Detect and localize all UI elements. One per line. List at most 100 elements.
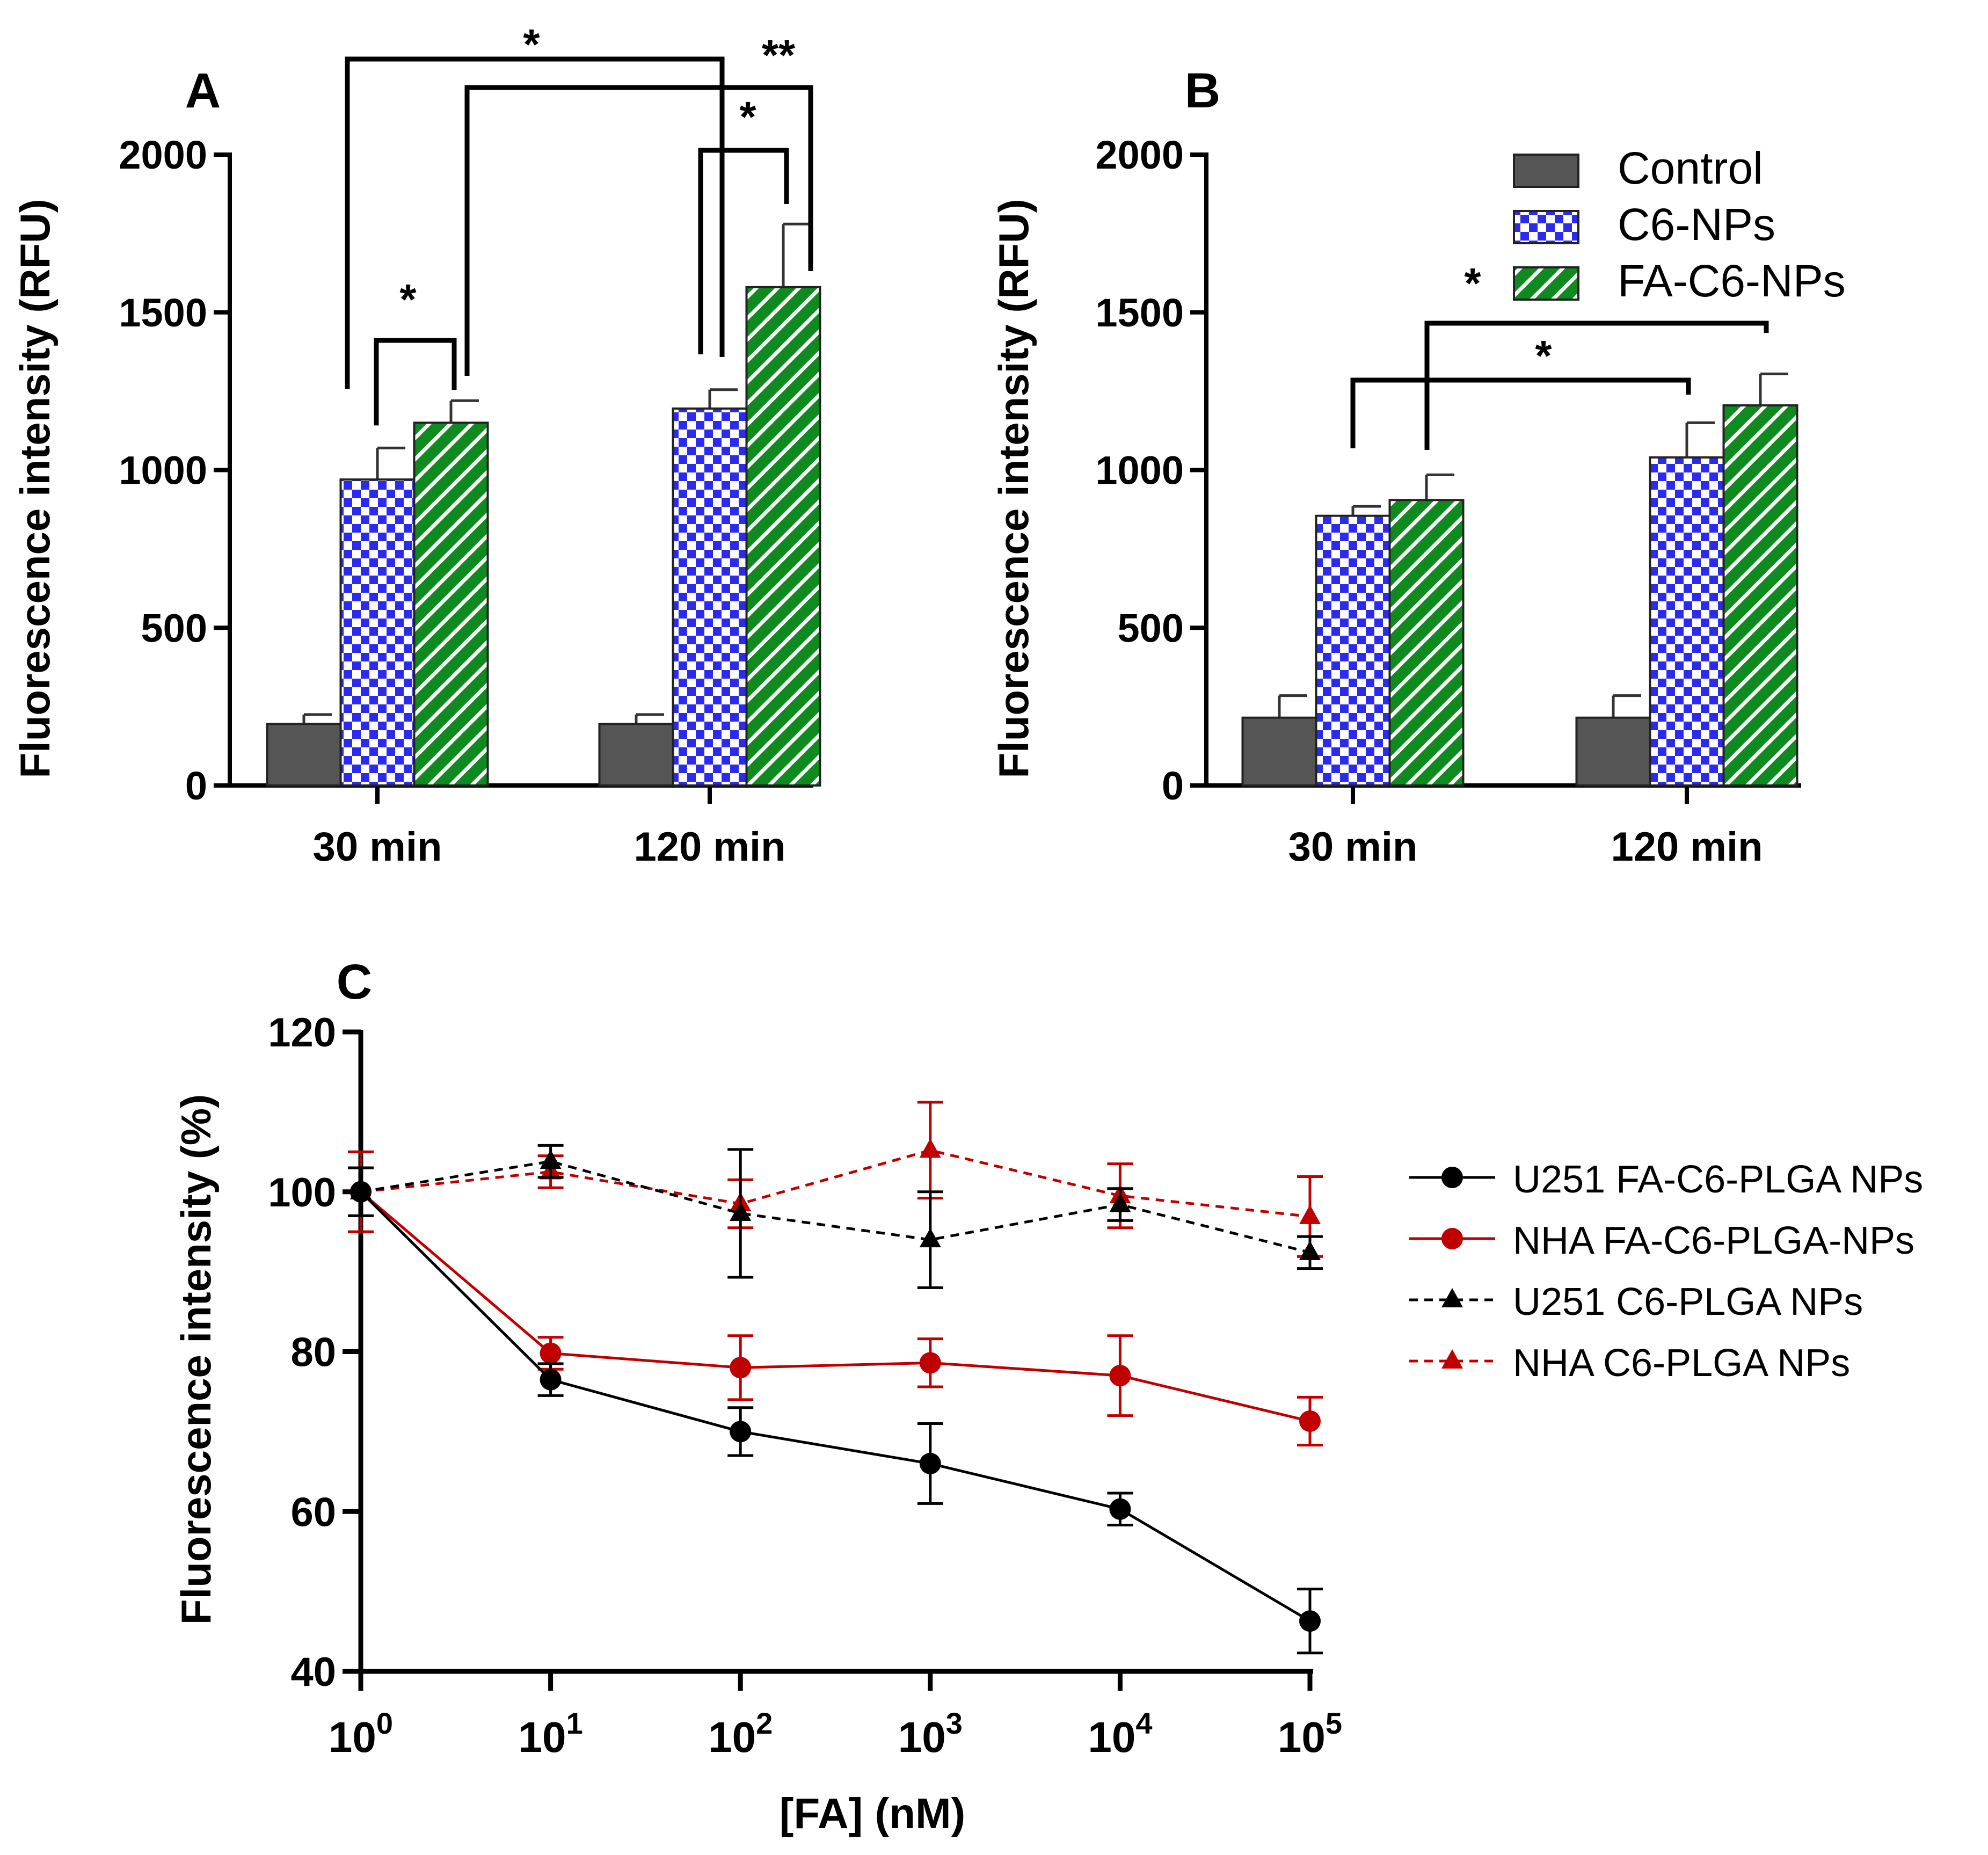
legend-swatch <box>1513 154 1579 188</box>
panel-c: C Fluorescence intensity (%) [FA] (nM) 4… <box>172 955 1923 1837</box>
bar-control <box>1241 716 1317 787</box>
x-tick-label: 103 <box>898 1706 963 1761</box>
panel-b: B Fluorescence intensity (RFU) 0 500 1000 1… <box>990 63 1846 870</box>
legend-label: U251 FA-C6-PLGA NPs <box>1513 1158 1923 1201</box>
legend-swatch <box>1513 210 1579 244</box>
legend-swatch <box>1513 266 1579 301</box>
y-tick-label: 80 <box>290 1330 336 1376</box>
y-tick-label: 120 <box>268 1010 336 1056</box>
legend-label: U251 C6-PLGA NPs <box>1513 1281 1863 1323</box>
y-tick-label: 500 <box>141 606 207 650</box>
x-tick-label: 105 <box>1278 1706 1342 1761</box>
series-2 <box>348 1144 1323 1289</box>
significance-bracket <box>374 338 457 426</box>
legend: Control C6-NPs FA-C6-NPs <box>1513 143 1846 306</box>
y-tick-label: 100 <box>268 1170 336 1216</box>
panel-a-letter: A <box>185 63 221 118</box>
series-line <box>360 1148 1310 1218</box>
series-0 <box>348 1166 1323 1655</box>
significance-bracket <box>464 85 813 376</box>
data-point <box>540 1369 562 1391</box>
series-1 <box>348 1150 1323 1447</box>
significance-label: * <box>523 20 540 68</box>
data-point <box>919 1352 941 1374</box>
data-point <box>730 1421 752 1443</box>
bar-c6-nps <box>339 478 416 787</box>
bar-fa-c6-nps <box>413 421 489 787</box>
data-point <box>919 1138 941 1158</box>
significance-bracket <box>1350 377 1691 448</box>
significance-bracket <box>698 148 789 354</box>
y-tick-label: 40 <box>290 1649 336 1695</box>
x-tick-label: 100 <box>329 1706 393 1761</box>
data-point <box>350 1180 372 1199</box>
significance-label: * <box>1464 259 1481 307</box>
data-point <box>1299 1240 1321 1260</box>
legend-marker <box>1441 1167 1463 1188</box>
data-point <box>730 1357 752 1379</box>
y-tick-label: 500 <box>1118 606 1184 650</box>
panel-b-plot: 0 500 1000 1500 2000 30 min 120 min * * Control C6… <box>1095 133 1845 870</box>
legend-marker <box>1441 1288 1463 1307</box>
bar-control <box>598 723 674 787</box>
data-point <box>1299 1410 1321 1432</box>
legend-label: Control <box>1618 143 1763 193</box>
data-point <box>1109 1192 1131 1212</box>
y-tick-label: 0 <box>1162 763 1184 808</box>
significance-bracket <box>1424 321 1769 450</box>
bar-fa-c6-nps <box>1722 404 1798 787</box>
legend-label: NHA FA-C6-PLGA-NPs <box>1513 1219 1914 1262</box>
panel-c-plot: 40 60 80 100 120 100 101 102 103 104 105 U251 FA-C6… <box>268 1010 1923 1761</box>
series-line <box>360 1190 1311 1623</box>
bar-fa-c6-nps <box>1388 499 1465 787</box>
data-point <box>1109 1498 1131 1520</box>
y-tick-label: 60 <box>290 1489 336 1535</box>
x-tick-label: 120 min <box>1611 824 1763 870</box>
data-point <box>540 1150 562 1169</box>
data-point <box>919 1452 941 1474</box>
bar-c6-nps <box>1315 514 1391 787</box>
data-point <box>540 1342 562 1364</box>
significance-label: * <box>1535 332 1552 380</box>
y-tick-label: 2000 <box>1095 133 1184 177</box>
bar-control <box>266 723 342 787</box>
data-point <box>919 1228 941 1248</box>
y-tick-label: 1500 <box>1095 290 1184 335</box>
significance-label: * <box>399 275 417 323</box>
bar-c6-nps <box>672 407 748 787</box>
series-line <box>360 1190 1310 1423</box>
panel-c-letter: C <box>337 955 372 1009</box>
x-tick-label: 101 <box>519 1706 583 1761</box>
y-tick-label: 1000 <box>1095 448 1184 493</box>
x-tick-label: 102 <box>708 1706 773 1761</box>
panel-a-ylabel: Fluorescence intensity (RFU) <box>11 199 59 778</box>
x-tick-label: 104 <box>1088 1706 1152 1761</box>
y-tick-label: 2000 <box>119 133 207 177</box>
x-tick-label: 120 min <box>633 824 785 870</box>
significance-label: * <box>739 93 756 141</box>
series-3 <box>348 1101 1323 1258</box>
significance-bracket <box>345 56 725 389</box>
significance-label: ** <box>762 31 796 79</box>
bar-fa-c6-nps <box>745 286 821 787</box>
panel-a: A Fluorescence intensity (RFU) 0 500 1000 1… <box>11 20 821 870</box>
data-point <box>1299 1204 1321 1224</box>
data-point <box>1109 1365 1131 1387</box>
panel-c-ylabel: Fluorescence intensity (%) <box>172 1094 220 1625</box>
legend-label: FA-C6-NPs <box>1618 256 1846 306</box>
legend: U251 FA-C6-PLGA NPs NHA FA-C6-PLGA-NPs U25… <box>1409 1158 1923 1385</box>
y-tick-label: 1000 <box>119 448 207 493</box>
x-tick-label: 30 min <box>313 824 442 870</box>
legend-marker <box>1441 1228 1463 1249</box>
data-point <box>730 1201 752 1221</box>
data-point <box>1299 1610 1321 1632</box>
legend-marker <box>1441 1349 1463 1369</box>
panel-b-letter: B <box>1185 63 1220 118</box>
legend-label: C6-NPs <box>1618 199 1775 250</box>
legend-label: NHA C6-PLGA NPs <box>1513 1342 1850 1385</box>
series-line <box>360 1160 1310 1254</box>
panel-c-xlabel: [FA] (nM) <box>780 1789 966 1837</box>
y-tick-label: 0 <box>185 763 207 808</box>
bar-c6-nps <box>1649 456 1725 787</box>
